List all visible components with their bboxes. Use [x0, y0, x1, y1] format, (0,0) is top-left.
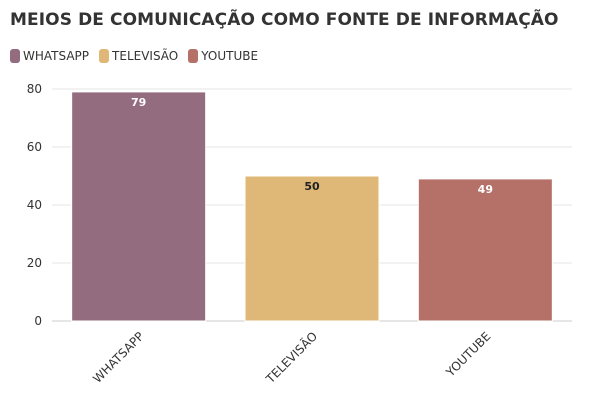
- y-tick-label-40: 40: [27, 198, 42, 212]
- legend-item-whatsapp[interactable]: WHATSAPP: [10, 49, 89, 63]
- y-tick-label-0: 0: [34, 314, 42, 328]
- x-tick-label-televisão: TELEVISÃO: [262, 329, 320, 387]
- legend-item-televisao[interactable]: TELEVISÃO: [99, 49, 178, 63]
- legend-label-youtube: YOUTUBE: [201, 49, 259, 63]
- legend-swatch-televisao: [99, 49, 110, 63]
- y-tick-label-80: 80: [27, 82, 42, 96]
- data-label-whatsapp: 79: [131, 96, 146, 109]
- legend-swatch-youtube: [188, 49, 199, 63]
- legend-item-youtube[interactable]: YOUTUBE: [188, 49, 258, 63]
- bar-whatsapp[interactable]: [71, 91, 207, 322]
- legend-label-televisao: TELEVISÃO: [112, 49, 179, 63]
- data-label-layer: 79 50 49: [131, 96, 493, 196]
- data-label-televisão: 50: [304, 180, 320, 193]
- y-tick-label-60: 60: [27, 140, 42, 154]
- y-tick-label-20: 20: [27, 256, 42, 270]
- legend: WHATSAPP TELEVISÃO YOUTUBE: [10, 49, 268, 63]
- chart-title: MEIOS DE COMUNICAÇÃO COMO FONTE DE INFOR…: [10, 10, 559, 30]
- bar-youtube[interactable]: [417, 178, 553, 322]
- x-axis: WHATSAPP TELEVISÃO YOUTUBE: [90, 329, 493, 387]
- x-tick-label-youtube: YOUTUBE: [443, 329, 494, 380]
- y-axis: 0 20 40 60 80: [27, 82, 42, 328]
- bar-layer: [71, 91, 553, 322]
- legend-swatch-whatsapp: [10, 49, 20, 63]
- x-tick-label-whatsapp: WHATSAPP: [90, 329, 147, 386]
- bar-televisão[interactable]: [244, 175, 380, 322]
- legend-label-whatsapp: WHATSAPP: [23, 49, 90, 63]
- data-label-youtube: 49: [478, 183, 493, 196]
